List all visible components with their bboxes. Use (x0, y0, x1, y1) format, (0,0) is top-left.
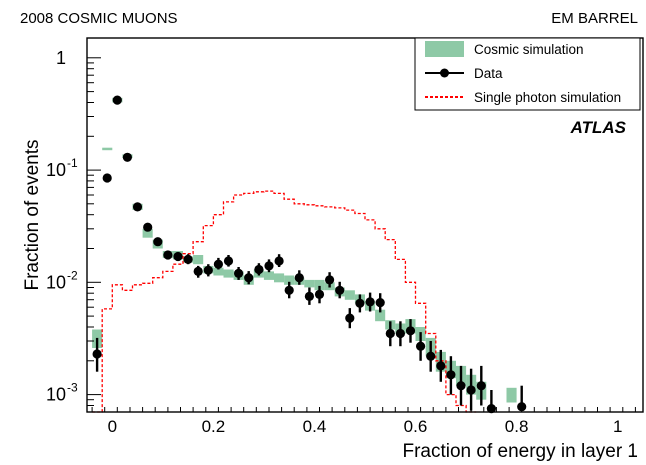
cosmic-sim-bin (314, 279, 325, 291)
cosmic-sim-bin (284, 275, 295, 285)
data-point (294, 273, 304, 283)
cosmic-sim-bin (213, 267, 224, 276)
cosmic-sim-bin (375, 309, 386, 322)
data-point (395, 328, 405, 339)
cosmic-sim-bin (142, 228, 153, 238)
x-tick-label: 0.2 (202, 417, 226, 436)
y-tick-label: 10 (46, 160, 66, 180)
data-point (446, 370, 456, 380)
y-tick-label: 1 (56, 48, 66, 68)
cosmic-sim-bin (102, 147, 113, 151)
data-point (476, 381, 486, 391)
corner-left-label: 2008 COSMIC MUONS (20, 10, 178, 27)
data-point (153, 237, 163, 247)
y-tick-exponent: -3 (67, 381, 78, 395)
data-point (234, 268, 244, 278)
plot-frame (86, 37, 644, 413)
legend: Cosmic simulation Data Single photon sim… (414, 37, 641, 111)
data-point (122, 152, 132, 162)
x-axis-label: Fraction of energy in layer 1 (402, 441, 638, 462)
data-point (456, 381, 466, 391)
cosmic-sim-bin (344, 290, 355, 300)
legend-data-marker (440, 68, 449, 78)
data-point (102, 173, 112, 183)
data-point (143, 222, 153, 232)
cosmic-sim-bin (193, 255, 204, 265)
data-point (426, 351, 436, 361)
x-tick-label: 0.8 (505, 417, 529, 436)
data-point (375, 298, 385, 308)
y-tick-label: 10 (46, 385, 66, 405)
cosmic-sim-bin (304, 279, 315, 288)
data-point (436, 361, 446, 371)
data-point (517, 402, 527, 412)
data-point (345, 313, 355, 323)
data-point (365, 297, 375, 307)
atlas-label: ATLAS (570, 118, 627, 137)
data-point (466, 385, 476, 395)
x-tick-label: 1 (613, 417, 622, 436)
data-point (264, 261, 274, 271)
x-tick-label: 0.4 (303, 417, 327, 436)
data-point (213, 259, 223, 269)
x-tick-label: 0.6 (404, 417, 428, 436)
cosmic-sim-bin (263, 271, 274, 280)
data-point (132, 202, 143, 212)
plot-area (92, 95, 527, 414)
cosmic-sim-bin (274, 273, 285, 283)
data-point (274, 256, 284, 266)
data-point (385, 328, 395, 339)
legend-cosmic-swatch (425, 41, 464, 57)
legend-photon-label: Single photon simulation (474, 90, 621, 105)
data-point (203, 265, 213, 275)
data-point (486, 404, 496, 414)
x-tick-label: 0 (108, 417, 117, 436)
data-point (223, 256, 234, 266)
data-point (193, 266, 203, 276)
y-tick-exponent: -1 (67, 156, 78, 170)
y-tick-exponent: -2 (67, 268, 78, 282)
y-axis-label: Fraction of events (22, 139, 43, 290)
data-point (304, 291, 314, 301)
data-point (325, 275, 335, 285)
y-tick-label: 10 (46, 272, 66, 292)
data-point (314, 289, 325, 299)
data-point (163, 250, 173, 260)
data-point (183, 254, 193, 264)
legend-data-label: Data (474, 66, 503, 81)
data-point (284, 285, 294, 295)
data-point (173, 251, 183, 262)
data-point (112, 95, 122, 105)
data-point (405, 326, 416, 336)
data-point (92, 349, 102, 359)
data-point (355, 298, 365, 308)
cosmic-sim-bin (223, 269, 234, 278)
cosmic-sim-bin (506, 387, 517, 403)
single-photon-sim-line (92, 190, 477, 413)
corner-right-label: EM BARREL (551, 10, 638, 27)
legend-cosmic-label: Cosmic simulation (474, 42, 584, 57)
data-point (335, 285, 345, 295)
data-point (254, 264, 264, 275)
data-point (244, 273, 254, 283)
data-point (416, 341, 426, 351)
